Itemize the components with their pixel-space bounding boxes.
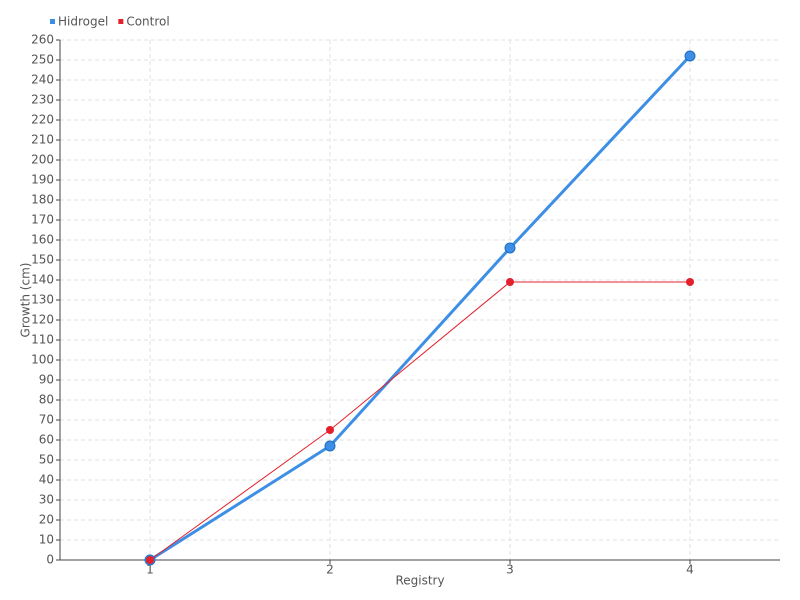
y-tick-label: 240 [31,73,54,87]
data-point [686,278,694,286]
series-line [149,54,692,562]
y-tick-label: 60 [39,433,54,447]
y-axis-label: Growth (cm) [19,263,33,338]
y-tick-label: 100 [31,353,54,367]
y-tick-label: 70 [39,413,54,427]
y-tick-label: 50 [39,453,54,467]
y-tick-label: 120 [31,313,54,327]
y-tick-label: 10 [39,533,54,547]
y-tick-label: 220 [31,113,54,127]
x-tick-label: 4 [686,563,694,577]
series-line [149,281,690,561]
y-tick-label: 150 [31,253,54,267]
data-point [324,440,336,452]
x-tick-label: 1 [146,563,154,577]
legend-label: Control [126,15,169,29]
y-tick-label: 230 [31,93,54,107]
y-tick-label: 130 [31,293,54,307]
data-point [326,426,334,434]
x-tick-label: 2 [326,563,334,577]
y-tick-label: 40 [39,473,54,487]
y-tick-label: 200 [31,153,54,167]
data-point [146,556,154,564]
y-tick-label: 30 [39,493,54,507]
data-point [506,278,514,286]
y-tick-label: 110 [31,333,54,347]
x-tick-label: 3 [506,563,514,577]
legend-swatch [118,19,124,24]
legend-swatch [50,19,55,24]
y-tick-label: 0 [46,553,54,567]
y-tick-label: 140 [31,273,54,287]
y-tick-label: 190 [31,173,54,187]
y-tick-label: 210 [31,133,54,147]
y-tick-label: 90 [39,373,54,387]
y-tick-label: 260 [31,33,54,47]
y-tick-label: 20 [39,513,54,527]
data-point [684,50,696,62]
data-point [504,242,516,254]
legend-label: Hidrogel [58,15,108,29]
y-tick-label: 180 [31,193,54,207]
y-tick-label: 250 [31,53,54,67]
y-tick-label: 160 [31,233,54,247]
y-tick-label: 80 [39,393,54,407]
x-axis-label: Registry [395,574,444,588]
y-tick-label: 170 [31,213,54,227]
